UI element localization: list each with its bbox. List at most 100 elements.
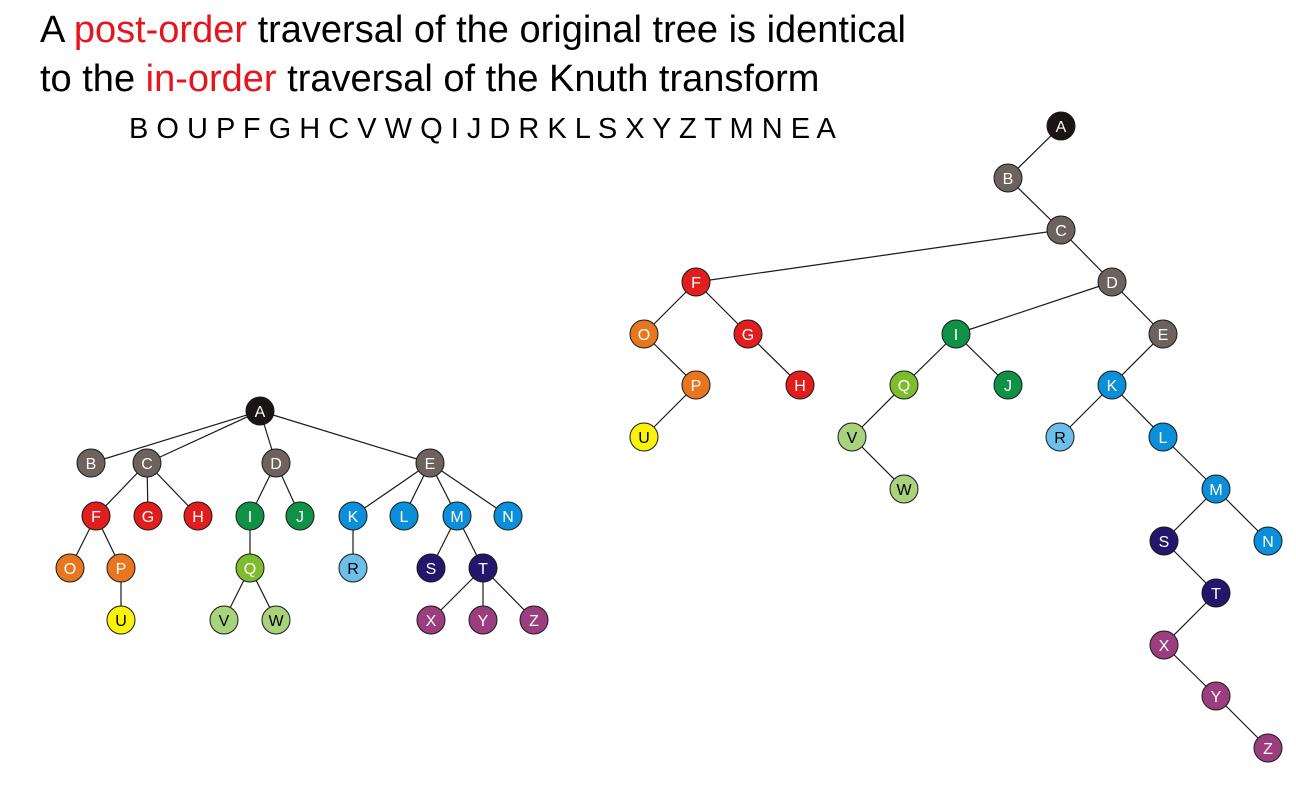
knuth-node-label-p: P: [691, 378, 702, 395]
original-node-x: X: [416, 605, 446, 635]
original-node-label-i: I: [248, 509, 252, 526]
original-node-circle-d: [261, 448, 291, 478]
knuth-node-a: A: [1046, 111, 1076, 141]
original-node-circle-r: [338, 553, 368, 583]
original-node-label-d: D: [270, 456, 282, 473]
original-node-circle-l: [389, 501, 419, 531]
knuth-node-u: U: [629, 422, 659, 452]
original-node-label-v: V: [219, 613, 230, 630]
knuth-node-w: W: [889, 474, 919, 504]
knuth-node-label-m: M: [1209, 482, 1222, 499]
original-node-o: O: [55, 553, 85, 583]
knuth-node-label-x: X: [1159, 638, 1170, 655]
original-node-d: D: [261, 448, 291, 478]
original-node-s: S: [416, 553, 446, 583]
knuth-node-circle-g: [733, 319, 763, 349]
knuth-node-label-z: Z: [1263, 741, 1273, 758]
original-edge-a-e: [259, 410, 431, 464]
knuth-node-n: N: [1253, 526, 1283, 556]
knuth-node-circle-s: [1149, 526, 1179, 556]
original-node-circle-i: [235, 501, 265, 531]
knuth-node-circle-u: [629, 422, 659, 452]
knuth-node-label-w: W: [896, 482, 912, 499]
knuth-node-label-k: K: [1107, 378, 1118, 395]
original-node-circle-v: [209, 605, 239, 635]
knuth-node-label-r: R: [1054, 430, 1066, 447]
original-node-m: M: [442, 501, 472, 531]
knuth-node-label-e: E: [1158, 327, 1169, 344]
original-edge-a-b: [90, 410, 261, 464]
knuth-node-h: H: [785, 370, 815, 400]
original-node-g: G: [133, 501, 163, 531]
knuth-node-s: S: [1149, 526, 1179, 556]
original-node-circle-t: [468, 553, 498, 583]
in-order-highlight: in-order: [145, 58, 277, 100]
knuth-node-circle-n: [1253, 526, 1283, 556]
original-node-n: N: [493, 501, 523, 531]
knuth-node-o: O: [629, 319, 659, 349]
original-node-circle-y: [468, 605, 498, 635]
original-node-circle-g: [133, 501, 163, 531]
original-node-a: A: [245, 396, 275, 426]
knuth-node-l: L: [1148, 422, 1178, 452]
knuth-node-circle-p: [681, 370, 711, 400]
original-node-circle-b: [76, 448, 106, 478]
knuth-node-circle-h: [785, 370, 815, 400]
knuth-node-label-h: H: [794, 378, 806, 395]
knuth-node-label-v: V: [847, 430, 858, 447]
original-node-circle-j: [285, 501, 315, 531]
knuth-node-g: G: [733, 319, 763, 349]
knuth-node-m: M: [1201, 474, 1231, 504]
original-node-u: U: [106, 605, 136, 635]
knuth-node-label-s: S: [1159, 534, 1170, 551]
knuth-edge-d-i: [955, 281, 1113, 335]
knuth-node-circle-l: [1148, 422, 1178, 452]
original-node-circle-e: [415, 448, 445, 478]
knuth-node-label-l: L: [1159, 430, 1168, 447]
original-node-p: P: [106, 553, 136, 583]
original-node-label-a: A: [255, 404, 266, 421]
knuth-node-label-i: I: [954, 327, 958, 344]
original-node-circle-s: [416, 553, 446, 583]
original-node-circle-n: [493, 501, 523, 531]
traversal-sequence: B O U P F G H C V W Q I J D R K L S X Y …: [129, 113, 836, 145]
original-node-l: L: [389, 501, 419, 531]
knuth-node-circle-e: [1148, 319, 1178, 349]
original-node-label-f: F: [91, 509, 101, 526]
knuth-node-z: Z: [1253, 733, 1283, 763]
knuth-node-j: J: [993, 370, 1023, 400]
knuth-node-label-b: B: [1003, 171, 1014, 188]
knuth-node-circle-o: [629, 319, 659, 349]
original-node-j: J: [285, 501, 315, 531]
knuth-node-circle-i: [941, 319, 971, 349]
original-node-c: C: [132, 448, 162, 478]
original-node-circle-o: [55, 553, 85, 583]
knuth-edge-c-f: [695, 229, 1062, 283]
original-node-circle-k: [338, 501, 368, 531]
knuth-node-label-d: D: [1106, 275, 1118, 292]
original-node-circle-m: [442, 501, 472, 531]
knuth-node-circle-j: [993, 370, 1023, 400]
knuth-transform-tree: A B C D E F G H O P U I J Q V W K L M N R S T X Y Z: [629, 111, 1283, 763]
original-node-e: E: [415, 448, 445, 478]
knuth-node-e: E: [1148, 319, 1178, 349]
knuth-node-label-o: O: [638, 327, 650, 344]
original-node-circle-f: [81, 501, 111, 531]
original-node-q: Q: [235, 553, 265, 583]
original-node-v: V: [209, 605, 239, 635]
original-node-label-j: J: [296, 509, 304, 526]
knuth-node-circle-x: [1149, 630, 1179, 660]
title-line-1: A post-order traversal of the original t…: [40, 11, 906, 49]
title-line-2: to the in-order traversal of the Knuth t…: [40, 60, 819, 98]
knuth-node-label-c: C: [1055, 223, 1067, 240]
original-node-circle-w: [261, 605, 291, 635]
original-node-label-t: T: [478, 561, 488, 578]
title-line-2-prefix: to the: [40, 58, 146, 100]
original-node-r: R: [338, 553, 368, 583]
original-node-label-w: W: [268, 613, 284, 630]
original-node-circle-a: [245, 396, 275, 426]
knuth-node-c: C: [1046, 215, 1076, 245]
title-line-1-suffix: traversal of the original tree is identi…: [247, 9, 907, 51]
knuth-node-label-q: Q: [898, 378, 910, 395]
